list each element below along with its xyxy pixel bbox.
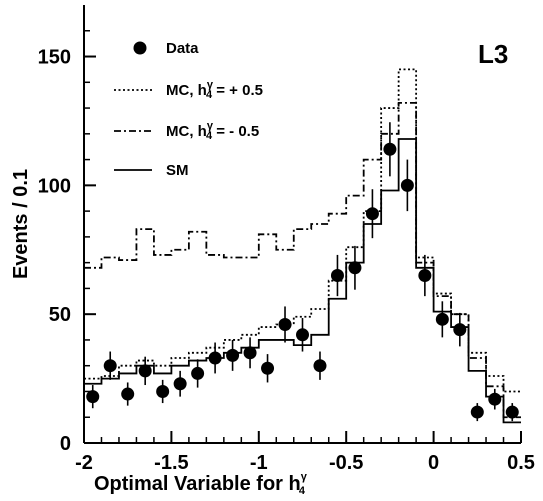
data-point (418, 269, 432, 283)
data-point (488, 392, 502, 406)
x-tick-label: -2 (75, 452, 93, 474)
data-point (226, 348, 240, 362)
data-point (103, 359, 117, 373)
y-tick-label: 50 (49, 304, 71, 326)
data-point (470, 405, 484, 419)
legend-data-label: Data (166, 40, 199, 57)
data-points-layer (86, 122, 519, 422)
x-tick-label: -1.5 (154, 452, 188, 474)
data-point (278, 317, 292, 331)
mc-plus-histogram (84, 68, 521, 393)
data-point (261, 361, 275, 375)
data-point (453, 323, 467, 337)
data-point (383, 142, 397, 156)
experiment-label: L3 (478, 39, 508, 69)
data-point (208, 351, 222, 365)
x-tick-label: 0 (428, 452, 439, 474)
data-point (243, 346, 257, 360)
legend-data-marker (133, 41, 147, 55)
data-point (365, 207, 379, 221)
legend-mc-plus-label: MC, hγ 4 = + 0.5 (166, 79, 263, 101)
data-point (313, 359, 327, 373)
legend: Data MC, hγ 4 = + 0.5 MC, hγ 4 = - 0.5 SM (114, 40, 263, 179)
data-point (156, 384, 170, 398)
data-point (121, 387, 135, 401)
x-tick-label: 0.5 (507, 452, 535, 474)
x-tick-label: -1 (250, 452, 268, 474)
x-axis-title: Optimal Variable for hγ 4 (94, 471, 308, 497)
data-point (296, 328, 309, 342)
legend-mc-minus-label: MC, hγ 4 = - 0.5 (166, 120, 259, 142)
axis-ticks: -2 -1.5 -1 -0.5 0 0.5 0 50 100 150 (38, 30, 535, 474)
data-point (173, 377, 187, 391)
legend-sm-label: SM (166, 162, 189, 179)
y-tick-label: 150 (38, 47, 71, 69)
data-point (191, 366, 205, 380)
axes-frame (83, 5, 521, 444)
data-point (505, 405, 519, 419)
data-point (348, 261, 362, 275)
mc-minus-histogram (84, 102, 521, 419)
x-tick-label: -0.5 (329, 452, 363, 474)
y-tick-label: 0 (60, 433, 71, 455)
y-tick-label: 100 (38, 175, 71, 197)
data-point (86, 390, 100, 404)
sm-histogram (84, 138, 521, 424)
data-point (435, 312, 449, 326)
data-point (400, 178, 414, 192)
y-axis-title: Events / 0.1 (10, 169, 32, 279)
series-layer (84, 68, 521, 424)
data-point (330, 269, 344, 283)
data-point (138, 364, 152, 378)
